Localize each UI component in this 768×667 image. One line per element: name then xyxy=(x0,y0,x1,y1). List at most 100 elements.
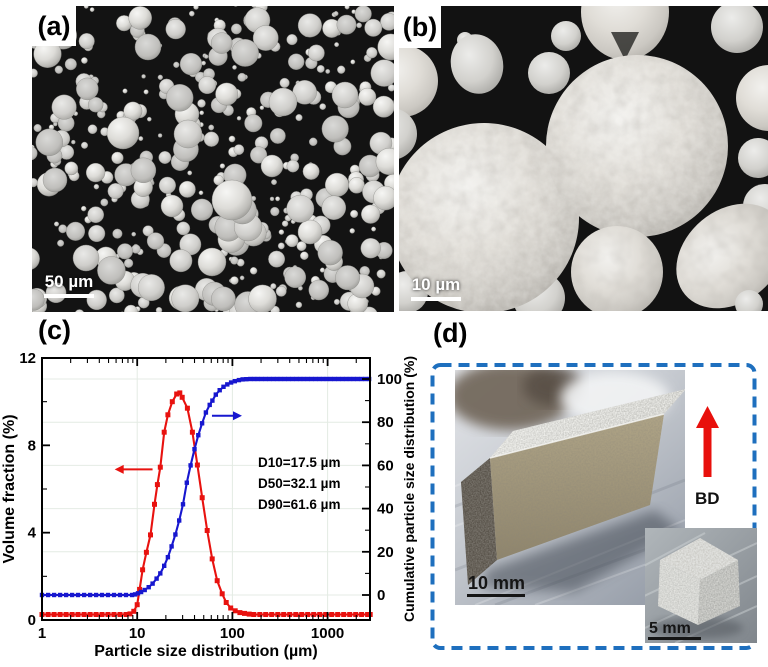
cube-left-face-texture xyxy=(658,560,700,625)
sphere xyxy=(711,6,763,53)
data-marker xyxy=(75,592,81,598)
powder-particle xyxy=(317,240,343,266)
data-marker xyxy=(329,612,335,617)
data-marker xyxy=(317,612,323,617)
data-marker xyxy=(162,563,167,568)
powder-particle xyxy=(350,209,359,218)
data-marker xyxy=(148,532,153,538)
data-marker xyxy=(242,610,247,616)
data-marker xyxy=(251,376,257,382)
powder-particle xyxy=(141,74,146,79)
y-left-axis-title: Volume fraction (%) xyxy=(1,414,18,563)
powder-particle xyxy=(93,183,100,190)
powder-particle xyxy=(171,284,200,312)
powder-particle xyxy=(269,127,286,144)
powder-particle xyxy=(231,39,259,67)
powder-particle xyxy=(66,221,86,241)
powder-particle xyxy=(211,179,253,221)
powder-particle xyxy=(157,74,163,80)
powder-particle xyxy=(201,60,206,66)
bar-edge-highlight xyxy=(489,413,665,459)
powder-particle xyxy=(275,285,287,297)
data-marker xyxy=(213,392,218,397)
powder-particle xyxy=(203,131,220,147)
powder-particle xyxy=(286,34,298,46)
powder-particle xyxy=(57,239,65,247)
powder-particle xyxy=(233,144,245,155)
bar-front-face-texture xyxy=(490,414,664,560)
powder-particle xyxy=(130,157,157,184)
y-left-tick-label: 12 xyxy=(19,350,36,367)
data-marker xyxy=(63,612,69,617)
powder-particle xyxy=(239,275,245,281)
data-marker xyxy=(140,567,146,573)
panel-c-label: (c) xyxy=(38,315,71,345)
cube-shadow xyxy=(651,617,743,639)
powder-particle xyxy=(158,151,172,164)
powder-particle xyxy=(275,196,281,202)
powder-particle xyxy=(32,247,40,270)
powder-particle xyxy=(335,265,360,291)
data-marker xyxy=(75,612,81,617)
data-marker xyxy=(87,612,93,617)
data-marker xyxy=(305,376,310,382)
powder-particle xyxy=(316,65,325,73)
data-marker xyxy=(93,612,99,617)
dvalue-annotation: D10=17.5 µm xyxy=(258,455,340,470)
powder-particle xyxy=(377,33,394,61)
powder-particle xyxy=(124,304,138,312)
powder-particle xyxy=(286,159,300,173)
data-marker xyxy=(309,376,314,382)
data-marker xyxy=(217,388,222,393)
sphere-texture xyxy=(676,203,768,309)
data-marker xyxy=(135,591,141,596)
powder-particle xyxy=(116,243,133,260)
powder-particle xyxy=(81,57,88,64)
powder-particle xyxy=(76,77,99,101)
arrow-head xyxy=(232,411,242,421)
data-marker xyxy=(297,376,303,382)
powder-particle xyxy=(100,198,109,207)
data-marker xyxy=(199,421,205,426)
powder-particle xyxy=(364,18,383,37)
powder-particle xyxy=(211,286,236,312)
sphere xyxy=(738,138,768,178)
sphere xyxy=(735,290,763,311)
sem-a-canvas xyxy=(32,6,394,312)
data-marker xyxy=(263,612,269,617)
powder-particle xyxy=(138,136,144,142)
powder-particle xyxy=(54,221,60,227)
powder-particle xyxy=(268,87,298,117)
data-marker xyxy=(57,612,63,617)
x-tick-label: 1 xyxy=(38,625,46,642)
powder-particle xyxy=(123,258,134,268)
photo-scale-bar-line xyxy=(467,594,525,597)
panel-d-photo: (d) xyxy=(430,318,768,667)
data-marker xyxy=(105,592,111,598)
powder-particle xyxy=(309,137,318,147)
data-marker xyxy=(142,587,147,593)
powder-particle xyxy=(85,163,106,183)
data-marker xyxy=(87,592,93,598)
powder-particle xyxy=(270,283,277,290)
powder-particle xyxy=(259,105,265,110)
powder-particle xyxy=(219,163,226,169)
data-marker xyxy=(150,581,155,586)
data-marker xyxy=(347,612,353,617)
data-marker xyxy=(359,612,365,617)
data-marker xyxy=(324,376,330,382)
powder-particle xyxy=(198,190,204,196)
data-marker xyxy=(353,612,359,617)
powder-particle xyxy=(173,119,203,149)
powder-particle xyxy=(54,65,63,74)
data-marker xyxy=(81,592,87,598)
data-marker xyxy=(251,612,257,617)
powder-particle xyxy=(215,82,239,106)
x-tick-label: 1000 xyxy=(311,625,344,642)
powder-particle xyxy=(237,72,247,82)
data-marker xyxy=(214,578,220,584)
data-marker xyxy=(281,612,287,617)
data-marker xyxy=(137,586,143,592)
powder-particle xyxy=(210,32,233,54)
